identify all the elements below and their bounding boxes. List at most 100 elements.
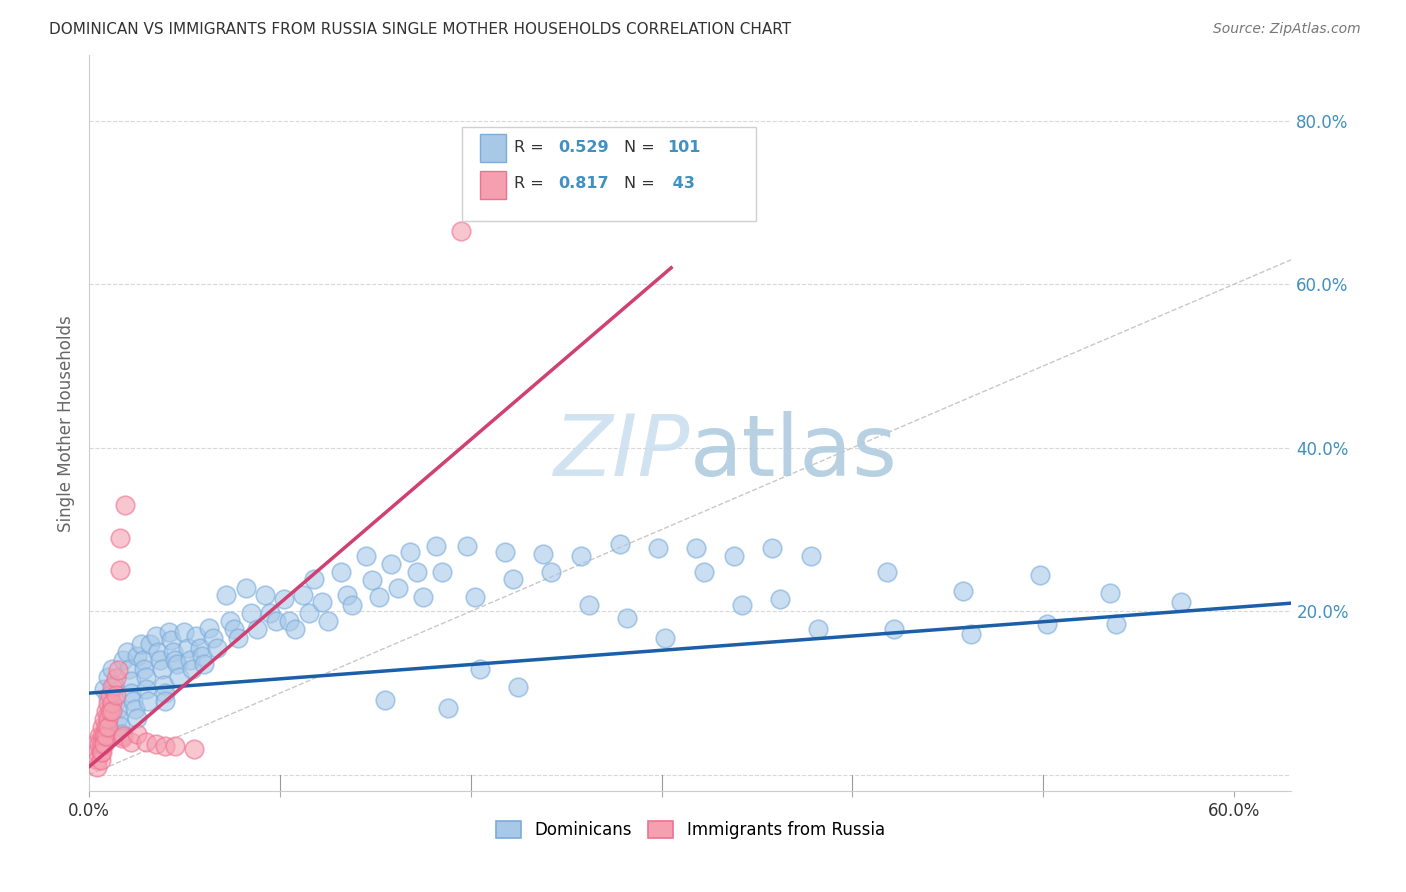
Point [502, 572, 524, 586]
Point [129, 637, 152, 651]
Point [380, 557, 402, 571]
Point [226, 631, 249, 645]
Point [96, 721, 118, 735]
Point [470, 662, 492, 676]
Point [297, 606, 319, 620]
Point [1028, 567, 1050, 582]
Point [139, 637, 162, 651]
Point [311, 594, 333, 608]
Point [173, 624, 195, 639]
Point [494, 545, 516, 559]
Point [1099, 586, 1122, 600]
Point [531, 547, 554, 561]
Point [616, 611, 638, 625]
Point [952, 583, 974, 598]
Point [278, 614, 301, 628]
Point [114, 498, 136, 512]
Point [450, 224, 472, 238]
Point [387, 582, 409, 596]
Point [291, 588, 314, 602]
Point [224, 623, 246, 637]
Point [83, 737, 105, 751]
Point [360, 574, 382, 588]
Point [235, 582, 257, 596]
Point [120, 735, 142, 749]
Point [101, 680, 124, 694]
Point [647, 541, 669, 555]
Point [103, 678, 125, 692]
Point [135, 681, 157, 696]
Point [464, 590, 486, 604]
Point [96, 704, 118, 718]
Point [456, 539, 478, 553]
Legend: Dominicans, Immigrants from Russia: Dominicans, Immigrants from Russia [489, 814, 891, 846]
FancyBboxPatch shape [461, 127, 756, 220]
Point [155, 686, 177, 700]
Point [692, 565, 714, 579]
Point [540, 565, 562, 579]
Point [163, 739, 186, 754]
Point [91, 737, 114, 751]
Point [205, 641, 228, 656]
Point [91, 721, 114, 735]
Point [769, 592, 792, 607]
Point [246, 623, 269, 637]
Point [104, 688, 127, 702]
Text: ZIP: ZIP [554, 411, 690, 494]
Point [89, 753, 111, 767]
Text: N =: N = [624, 177, 659, 192]
Point [1036, 616, 1059, 631]
Point [131, 653, 153, 667]
Point [264, 614, 287, 628]
FancyBboxPatch shape [479, 170, 506, 199]
Text: 0.817: 0.817 [558, 177, 609, 192]
Point [162, 645, 184, 659]
Point [654, 631, 676, 645]
Point [177, 641, 200, 656]
Point [135, 670, 157, 684]
Point [253, 588, 276, 602]
Point [107, 663, 129, 677]
Point [202, 631, 225, 645]
Point [136, 694, 159, 708]
Point [157, 624, 180, 639]
Point [122, 694, 145, 708]
Point [188, 641, 211, 656]
Point [93, 737, 115, 751]
Point [609, 537, 631, 551]
Point [115, 645, 138, 659]
Point [508, 680, 530, 694]
Point [273, 592, 295, 607]
Point [97, 696, 120, 710]
Point [150, 662, 173, 676]
Text: DOMINICAN VS IMMIGRANTS FROM RUSSIA SINGLE MOTHER HOUSEHOLDS CORRELATION CHART: DOMINICAN VS IMMIGRANTS FROM RUSSIA SING… [49, 22, 792, 37]
Point [124, 702, 146, 716]
Point [398, 545, 420, 559]
Point [98, 704, 121, 718]
Point [120, 686, 142, 700]
Point [86, 760, 108, 774]
Point [93, 729, 115, 743]
Point [807, 623, 830, 637]
Point [342, 598, 364, 612]
Point [284, 623, 307, 637]
Point [723, 549, 745, 563]
Point [91, 729, 114, 743]
Point [160, 632, 183, 647]
Point [1105, 616, 1128, 631]
Point [571, 549, 593, 563]
Point [112, 729, 135, 743]
Point [134, 662, 156, 676]
Text: atlas: atlas [690, 411, 898, 494]
Y-axis label: Single Mother Households: Single Mother Households [58, 315, 75, 532]
Point [108, 531, 131, 545]
Point [145, 629, 167, 643]
Point [152, 678, 174, 692]
Point [93, 681, 115, 696]
Point [118, 662, 141, 676]
Text: N =: N = [624, 140, 659, 154]
Point [163, 653, 186, 667]
Point [107, 702, 129, 716]
FancyBboxPatch shape [479, 134, 506, 161]
Point [181, 662, 204, 676]
